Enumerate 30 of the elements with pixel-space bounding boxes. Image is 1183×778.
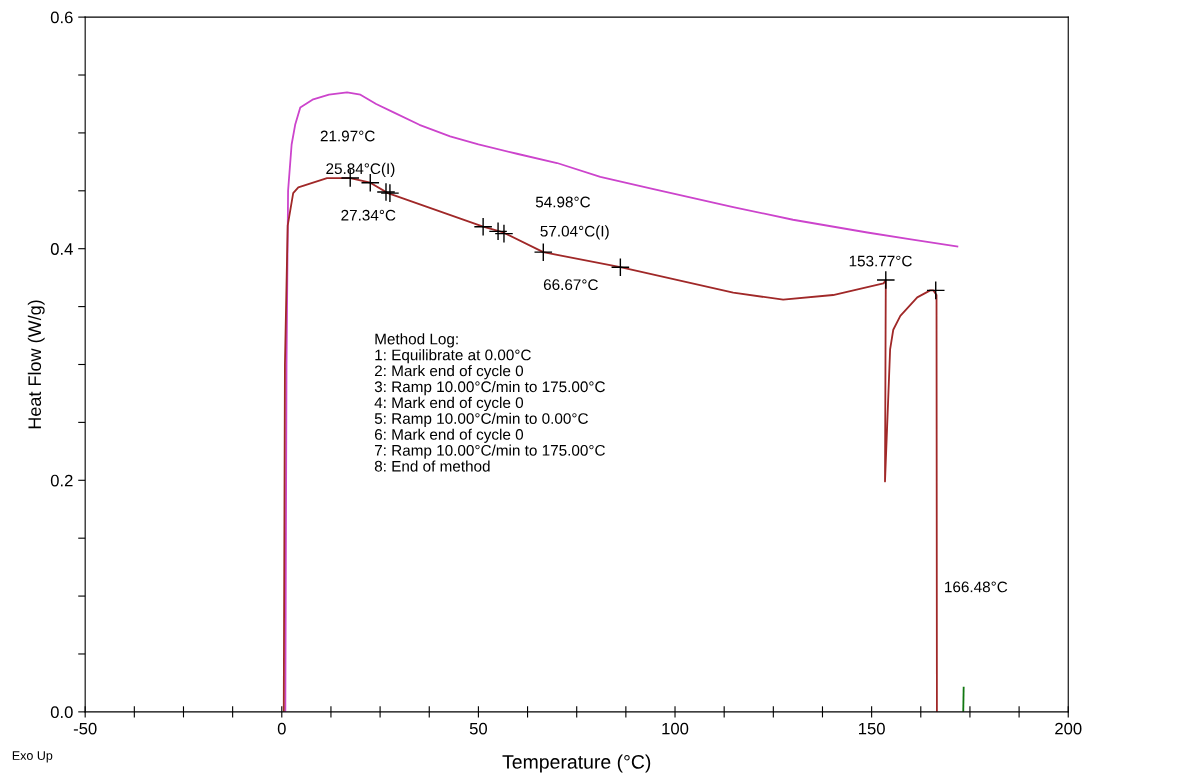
x-axis-title: Temperature (°C)	[502, 754, 651, 773]
text: Method Log: 1: Equilibrate at 0.00°C 2: Mark end of cycle 0 3: Ramp 10.00°C/min to 175.00°C 4: Mark end of cycle 0 5: Ramp 10.00°C/min to 0.00°C 6: Mark end of cycle 0 7: Ramp 10.00°C/min to 175.00°C 8: End of method	[374, 333, 605, 472]
point	[926, 280, 946, 300]
annotation: 54.98°C	[535, 196, 591, 208]
point	[876, 270, 896, 290]
text: Exo Up	[12, 751, 53, 763]
annotation: 166.48°C	[945, 581, 1008, 593]
annotation: 57.04°C(I)	[540, 225, 609, 240]
y-tick-label: 0.6	[50, 11, 73, 24]
x-tick-label: 100	[662, 722, 689, 735]
annotation: 66.67°C	[543, 279, 598, 291]
annotation: 21.97°C	[320, 130, 375, 142]
x-tick-label: 150	[859, 722, 885, 735]
x-tick-label: 50	[469, 722, 488, 735]
annotation: 27.34°C	[341, 209, 396, 221]
y-tick-label: 0.0	[50, 706, 73, 719]
point	[533, 242, 553, 262]
x-tick-label: 200	[1055, 722, 1082, 735]
y-axis-title: Heat Flow (W/g)	[27, 300, 45, 429]
x-tick-label: 0	[277, 722, 286, 735]
line-series	[282, 177, 938, 712]
point	[494, 224, 514, 244]
y-tick-label: 0.4	[50, 243, 73, 255]
point	[473, 217, 493, 237]
annotation: 25.84°C(I)	[326, 162, 395, 178]
point	[610, 257, 630, 277]
annotation: 153.77°C	[849, 255, 912, 267]
point	[488, 221, 508, 241]
x-tick-label: -50	[73, 722, 97, 735]
y-tick-label: 0.2	[50, 474, 73, 487]
